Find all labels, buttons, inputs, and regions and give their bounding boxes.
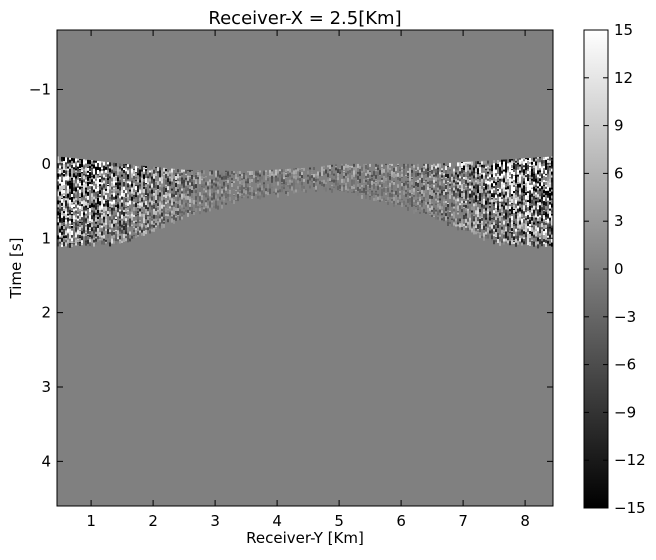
colorbar-tick-label: 0: [614, 260, 624, 278]
colorbar-tick-label: −15: [614, 499, 646, 517]
x-tick-label: 3: [210, 512, 220, 530]
y-tick-label: 4: [41, 452, 51, 470]
seismic-traces: [57, 156, 553, 249]
x-axis: 1 2 3 4 5 6 7 8: [86, 30, 530, 530]
colorbar-tick-label: −9: [614, 403, 636, 421]
colorbar-tick-label: 9: [614, 117, 624, 135]
x-tick-label: 8: [520, 512, 530, 530]
x-tick-label: 1: [86, 512, 96, 530]
colorbar-tick-label: 6: [614, 164, 624, 182]
colorbar-tick-label: 3: [614, 212, 624, 230]
x-tick-label: 2: [148, 512, 158, 530]
colorbar-tick-label: 15: [614, 21, 633, 39]
y-tick-label: −1: [29, 81, 51, 99]
chart-title: Receiver-X = 2.5[Km]: [208, 8, 401, 29]
y-tick-label: 2: [41, 304, 51, 322]
plot-frame: [56, 29, 554, 507]
colorbar-tick-label: 12: [614, 69, 633, 87]
colorbar-tick-label: −12: [614, 451, 646, 469]
x-tick-label: 7: [458, 512, 468, 530]
y-axis: −1 0 1 2 3 4: [29, 81, 553, 470]
x-tick-label: 4: [272, 512, 282, 530]
y-tick-label: 3: [41, 378, 51, 396]
y-axis-label: Time [s]: [7, 238, 25, 300]
x-tick-label: 5: [334, 512, 344, 530]
colorbar-tick-label: −3: [614, 308, 636, 326]
plot-area: [57, 30, 553, 506]
x-axis-label: Receiver-Y [Km]: [246, 529, 364, 547]
colorbar-tick-label: −6: [614, 356, 636, 374]
y-tick-label: 0: [41, 155, 51, 173]
y-tick-label: 1: [41, 229, 51, 247]
colorbar-axis: 15 12 9 6 3 0 −3 −6 −9 −12 −15: [584, 21, 646, 517]
x-tick-label: 6: [396, 512, 406, 530]
